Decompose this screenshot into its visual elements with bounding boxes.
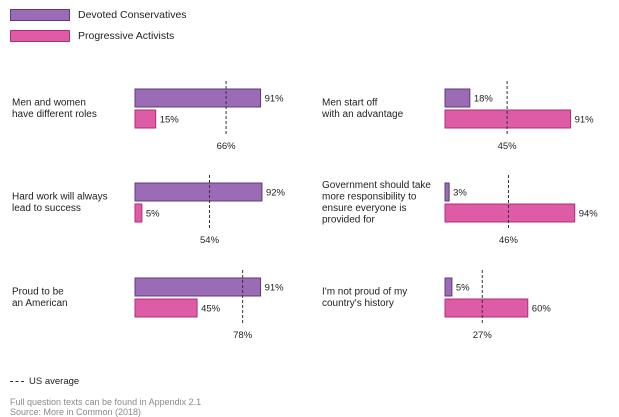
bar-value-label: 5% (146, 209, 160, 220)
us-average-value-label: 78% (233, 330, 253, 341)
us-average-value-label: 54% (200, 235, 220, 246)
bar-progressive-activists (444, 203, 576, 223)
question-label-line: Hard work will always (12, 192, 108, 203)
bar-progressive-activists (134, 109, 157, 129)
legend-item-progressive-activists: Progressive Activists (10, 25, 187, 46)
bar-value-label: 91% (265, 94, 285, 105)
question-label-line: Men start off (322, 98, 378, 109)
legend-item-devoted-conservatives: Devoted Conservatives (10, 4, 187, 25)
question-label-line: with an advantage (321, 109, 404, 120)
us-average-label: US average (29, 376, 80, 387)
question-label-line: I'm not proud of my (322, 287, 407, 298)
bar-progressive-activists (134, 298, 198, 318)
question-label-line: Men and women (12, 98, 86, 109)
bar-devoted-conservatives (134, 88, 262, 108)
question-label-line: country's history (322, 298, 394, 309)
question-label-line: have different roles (12, 109, 97, 120)
bar-value-label: 94% (579, 209, 599, 220)
question-label-line: Government should take (322, 180, 431, 191)
bar-value-label: 91% (575, 115, 595, 126)
bar-value-label: 60% (532, 304, 552, 315)
us-average-value-label: 27% (473, 330, 493, 341)
bar-devoted-conservatives (444, 277, 453, 297)
legend-label-progressive-activists: Progressive Activists (78, 29, 175, 42)
dashed-line-sample (10, 381, 24, 382)
bar-progressive-activists (444, 298, 529, 318)
question-label-line: ensure everyone is (322, 203, 407, 214)
legend-label-devoted-conservatives: Devoted Conservatives (78, 8, 187, 21)
source-note: Source: More in Common (2018) (10, 407, 142, 417)
bar-devoted-conservatives (444, 182, 450, 202)
legend: Devoted Conservatives Progressive Activi… (10, 4, 187, 46)
legend-swatch-progressive-activists (10, 29, 70, 42)
question-label-line: Proud to be (12, 287, 64, 298)
bar-value-label: 3% (453, 188, 467, 199)
bar-value-label: 18% (474, 94, 494, 105)
bar-devoted-conservatives (134, 182, 263, 202)
bar-value-label: 15% (160, 115, 180, 126)
bar-value-label: 92% (266, 188, 286, 199)
question-label-line: provided for (322, 215, 375, 226)
bar-progressive-activists (444, 109, 572, 129)
bar-devoted-conservatives (444, 88, 471, 108)
question-label-line: lead to success (12, 203, 81, 214)
us-average-legend: US average (10, 376, 79, 387)
bar-value-label: 5% (456, 283, 470, 294)
us-average-value-label: 46% (499, 235, 519, 246)
bar-progressive-activists (134, 203, 143, 223)
us-average-value-label: 45% (498, 141, 518, 152)
bar-devoted-conservatives (134, 277, 262, 297)
us-average-value-label: 66% (217, 141, 237, 152)
question-label-line: an American (12, 298, 68, 309)
bar-value-label: 45% (201, 304, 221, 315)
bar-value-label: 91% (265, 283, 285, 294)
question-label-line: more responsibility to (322, 192, 417, 203)
legend-swatch-devoted-conservatives (10, 8, 70, 21)
footnote: Full question texts can be found in Appe… (10, 397, 202, 407)
